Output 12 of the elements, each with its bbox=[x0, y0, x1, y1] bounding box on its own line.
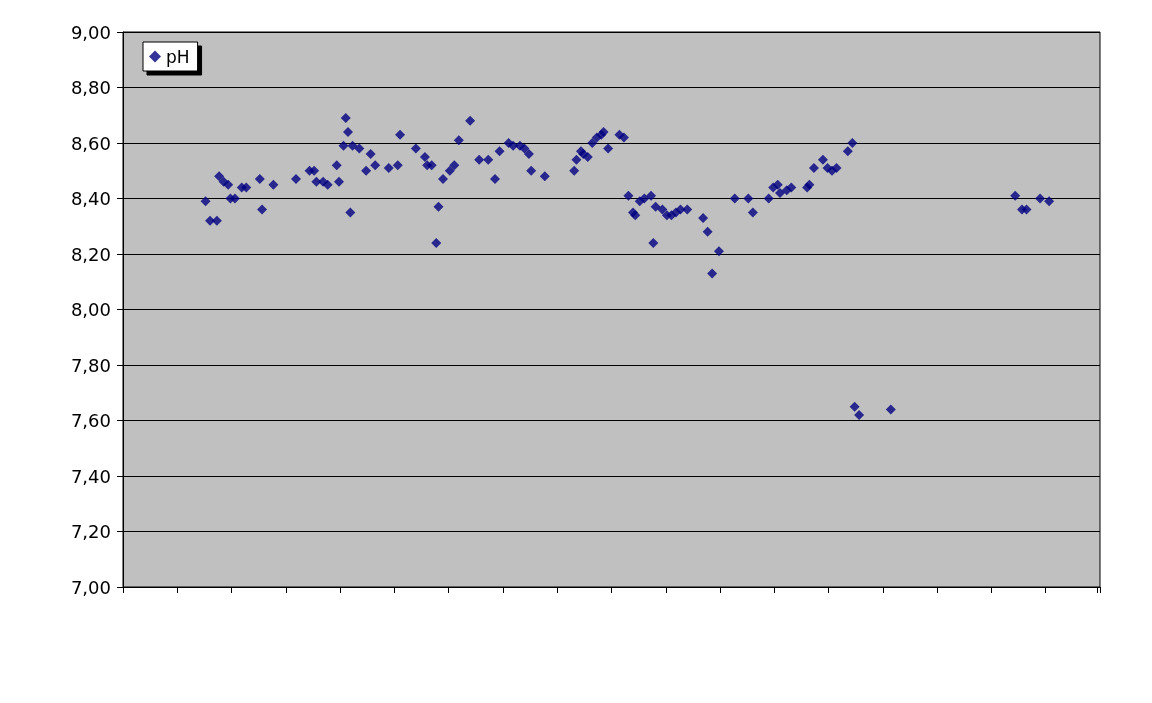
y-tick-label: 7,60 bbox=[70, 410, 111, 431]
y-tick-label: 8,00 bbox=[70, 299, 111, 320]
legend-label: pH bbox=[166, 46, 190, 67]
y-tick-label: 7,80 bbox=[70, 354, 111, 376]
y-tick-label: 8,80 bbox=[70, 77, 111, 98]
y-tick-label: 7,00 bbox=[70, 576, 111, 598]
y-tick-label: 7,20 bbox=[70, 521, 111, 542]
y-tick-label: 7,40 bbox=[70, 465, 111, 487]
y-tick-label: 8,60 bbox=[70, 132, 111, 154]
y-tick-label: 8,20 bbox=[70, 243, 111, 265]
y-tick-label: 8,40 bbox=[70, 188, 111, 209]
y-tick-label: 9,00 bbox=[70, 21, 111, 43]
